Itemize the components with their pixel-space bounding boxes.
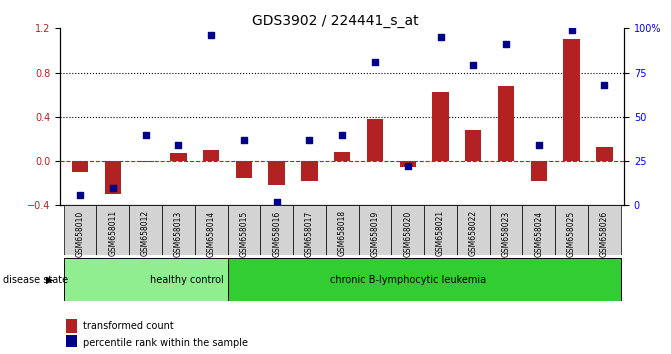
Point (403, 164, 413, 169)
Text: ▶: ▶ (46, 275, 53, 285)
Point (173, 142, 184, 148)
Bar (531, 161, 547, 181)
Point (599, 82, 610, 88)
Bar (301, 161, 317, 181)
FancyBboxPatch shape (260, 205, 293, 255)
Point (238, 137, 249, 143)
Point (468, 63, 478, 68)
Bar (399, 161, 416, 167)
Point (337, 132, 348, 137)
Text: percentile rank within the sample: percentile rank within the sample (83, 338, 248, 348)
Text: GSM658023: GSM658023 (501, 210, 511, 257)
Text: GSM658012: GSM658012 (141, 210, 150, 256)
Text: GSM658024: GSM658024 (534, 210, 544, 257)
Bar (138, 161, 154, 162)
Bar (498, 86, 514, 161)
Point (370, 59, 380, 65)
Text: GSM658016: GSM658016 (272, 210, 281, 257)
Text: healthy control: healthy control (150, 275, 223, 285)
Bar (170, 153, 187, 161)
Point (140, 132, 151, 137)
Bar (236, 161, 252, 178)
Bar (203, 150, 219, 161)
Bar (432, 92, 449, 161)
Text: GSM658015: GSM658015 (240, 210, 248, 257)
Text: GSM658025: GSM658025 (567, 210, 576, 257)
Bar (367, 119, 383, 161)
Point (304, 137, 315, 143)
Text: transformed count: transformed count (83, 321, 174, 331)
Text: GSM658013: GSM658013 (174, 210, 183, 257)
Text: GSM658022: GSM658022 (469, 210, 478, 256)
Text: GSM658026: GSM658026 (600, 210, 609, 257)
FancyBboxPatch shape (457, 205, 490, 255)
Text: GSM658020: GSM658020 (403, 210, 412, 257)
FancyBboxPatch shape (195, 205, 227, 255)
Bar (66, 319, 77, 333)
Point (501, 41, 511, 47)
Text: chronic B-lymphocytic leukemia: chronic B-lymphocytic leukemia (329, 275, 486, 285)
Bar (66, 335, 77, 349)
Text: GSM658021: GSM658021 (436, 210, 445, 256)
FancyBboxPatch shape (424, 205, 457, 255)
Point (271, 199, 282, 205)
FancyBboxPatch shape (555, 205, 588, 255)
Text: GSM658011: GSM658011 (108, 210, 117, 256)
FancyBboxPatch shape (227, 258, 621, 301)
Text: GSM658010: GSM658010 (76, 210, 85, 257)
Text: GSM658018: GSM658018 (338, 210, 347, 256)
FancyBboxPatch shape (490, 205, 523, 255)
FancyBboxPatch shape (326, 205, 358, 255)
Point (435, 34, 446, 40)
Point (107, 185, 118, 190)
FancyBboxPatch shape (358, 205, 391, 255)
Bar (268, 161, 285, 185)
Text: disease state: disease state (3, 275, 68, 285)
Point (74, 192, 85, 198)
FancyBboxPatch shape (162, 205, 195, 255)
Bar (105, 161, 121, 194)
Bar (596, 147, 613, 161)
Text: GSM658014: GSM658014 (207, 210, 215, 257)
Bar (72, 161, 89, 172)
FancyBboxPatch shape (588, 205, 621, 255)
FancyBboxPatch shape (391, 205, 424, 255)
Text: GSM658019: GSM658019 (370, 210, 380, 257)
Bar (334, 152, 350, 161)
FancyBboxPatch shape (293, 205, 326, 255)
Bar (564, 39, 580, 161)
Point (533, 142, 544, 148)
FancyBboxPatch shape (130, 205, 162, 255)
FancyBboxPatch shape (64, 205, 97, 255)
Point (206, 33, 217, 38)
FancyBboxPatch shape (97, 205, 130, 255)
FancyBboxPatch shape (227, 205, 260, 255)
Text: GSM658017: GSM658017 (305, 210, 314, 257)
Bar (465, 130, 482, 161)
FancyBboxPatch shape (523, 205, 555, 255)
Point (566, 27, 577, 33)
Text: GDS3902 / 224441_s_at: GDS3902 / 224441_s_at (252, 14, 419, 28)
FancyBboxPatch shape (64, 258, 227, 301)
